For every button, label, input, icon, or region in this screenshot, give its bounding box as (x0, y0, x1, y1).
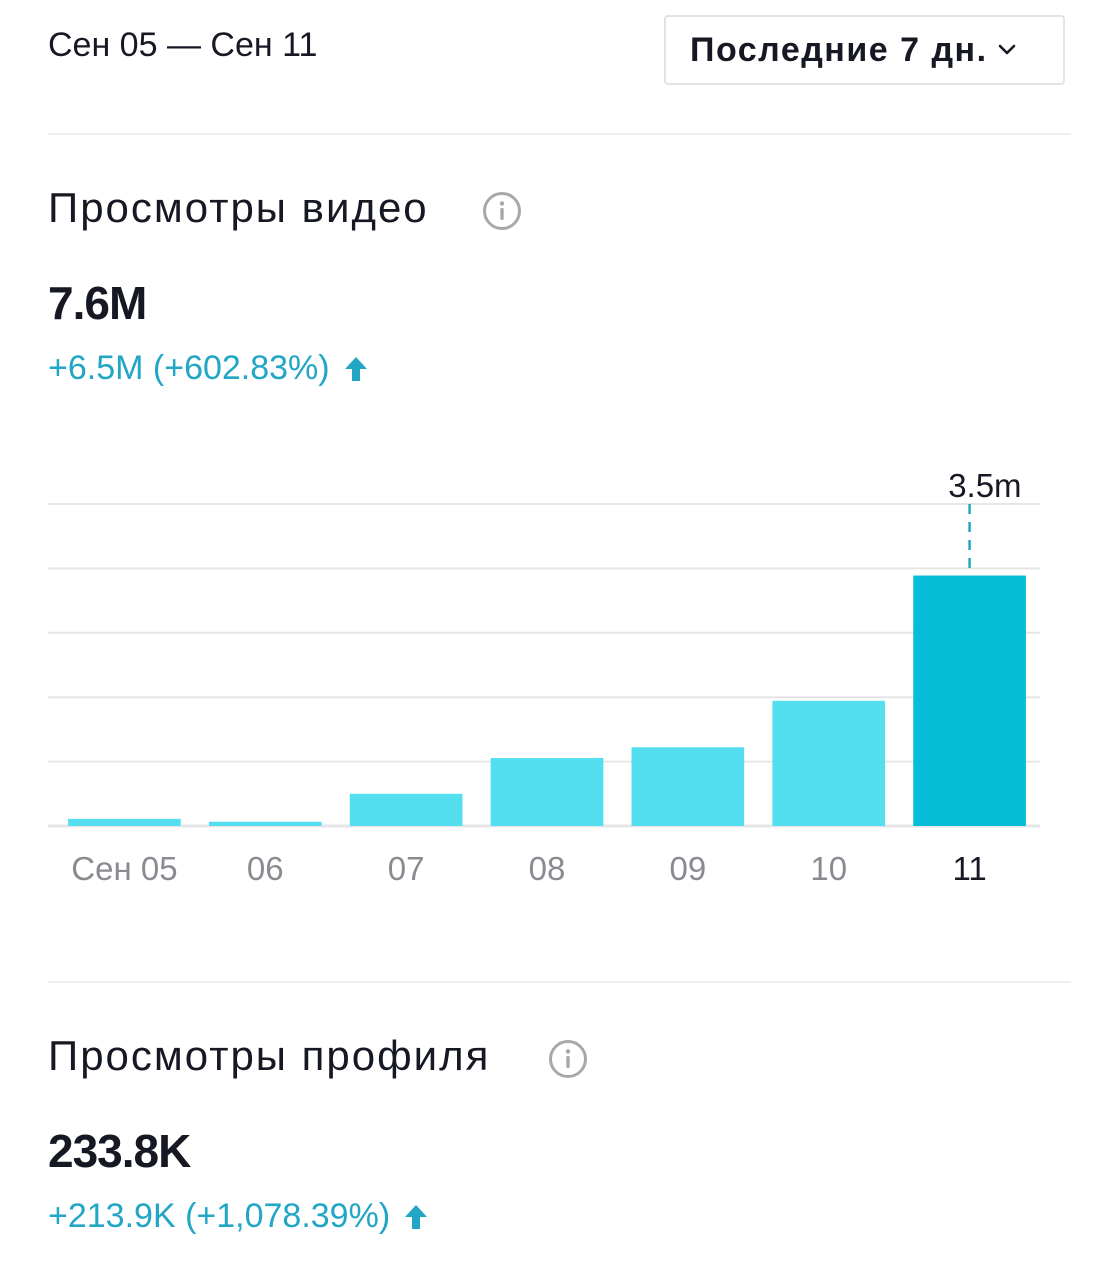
chart-bar (208, 821, 322, 826)
divider (48, 981, 1071, 983)
chevron-down-icon (998, 44, 1015, 55)
profile-views-change: +213.9K (+1,078.39%) (48, 1197, 428, 1236)
info-icon[interactable] (548, 1039, 588, 1079)
x-tick-label: 06 (247, 850, 284, 887)
x-tick-label: Сен 05 (71, 850, 177, 887)
profile-views-value: 233.8K (48, 1125, 191, 1177)
video-views-value: 7.6M (48, 277, 147, 329)
divider (48, 133, 1071, 135)
period-dropdown[interactable]: Последние 7 дн. (664, 15, 1065, 85)
period-dropdown-label: Последние 7 дн. (690, 30, 988, 69)
section-title-video-views: Просмотры видео (48, 184, 429, 231)
date-range: Сен 05 — Сен 11 (48, 26, 318, 64)
x-tick-label: 09 (669, 850, 706, 887)
chart-bar (349, 793, 463, 826)
arrow-up-icon (405, 1204, 428, 1229)
chart-bar (772, 700, 886, 826)
video-views-change: +6.5M (+602.83%) (48, 349, 368, 388)
x-tick-label: 10 (810, 850, 847, 887)
chart-bar (913, 575, 1026, 826)
chart-bar (631, 747, 745, 826)
x-tick-label: 11 (952, 850, 986, 887)
chart-bar (490, 758, 604, 826)
x-tick-label: 08 (529, 850, 566, 887)
info-icon[interactable] (482, 191, 522, 231)
chart-bar (68, 818, 181, 826)
video-views-chart: Сен 05 06 07 08 09 10 11 3.5m (48, 467, 1040, 887)
data-label: 3.5m (948, 467, 1021, 504)
profile-views-change-text: +213.9K (+1,078.39%) (48, 1197, 391, 1235)
section-title-profile-views: Просмотры профиля (48, 1032, 491, 1079)
x-tick-label: 07 (388, 850, 425, 887)
arrow-up-icon (344, 356, 367, 381)
video-views-change-text: +6.5M (+602.83%) (48, 349, 330, 387)
